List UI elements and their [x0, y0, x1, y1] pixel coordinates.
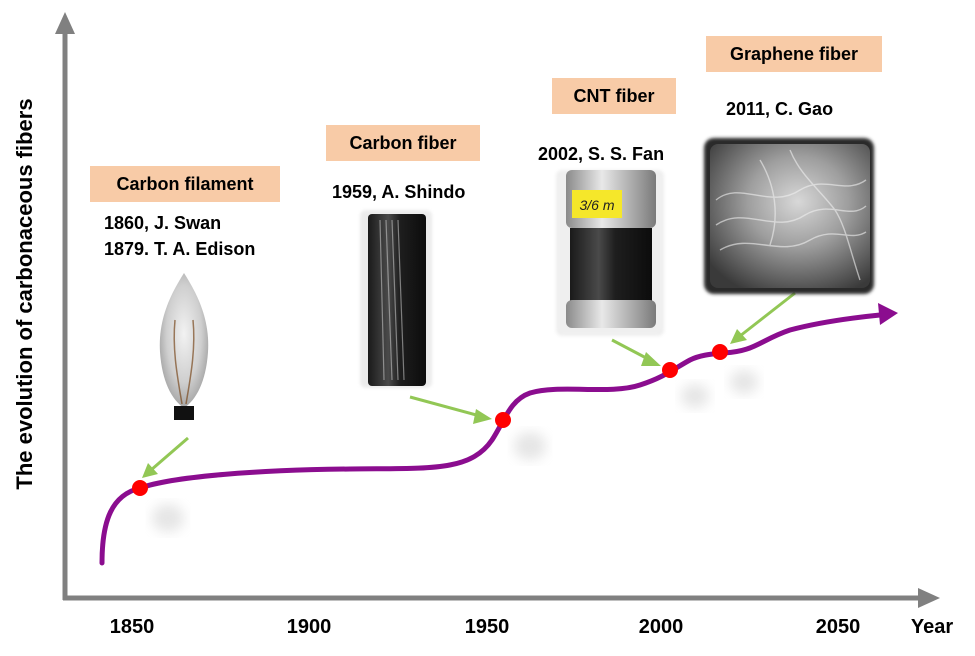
light-bulb-icon: [159, 273, 209, 420]
x-tick-labels: 1850 1900 1950 2000 2050: [110, 616, 861, 638]
arrow-carbon-filament: [142, 436, 189, 478]
graphene-fiber-sem-icon: [704, 138, 874, 294]
x-tick-2050: 2050: [816, 616, 861, 638]
marker-graphene-fiber: [712, 344, 728, 360]
tag-cnt-fiber: CNT fiber: [552, 78, 676, 114]
carbon-fiber-spool-icon: [360, 210, 432, 388]
x-tick-2000: 2000: [639, 616, 684, 638]
tag-carbon-filament: Carbon filament: [90, 166, 280, 202]
x-tick-1850: 1850: [110, 616, 155, 638]
x-axis: [63, 588, 940, 608]
caption-graphene-fiber: 2011, C. Gao: [726, 99, 834, 119]
tag-carbon-fiber: Carbon fiber: [326, 125, 480, 161]
marker-carbon-filament: [132, 480, 148, 496]
marker-cnt-fiber: [662, 362, 678, 378]
tag-graphene-fiber: Graphene fiber: [706, 36, 882, 72]
marker-carbon-fiber: [495, 412, 511, 428]
y-axis-label: The evolution of carbonaceous fibers: [12, 98, 37, 489]
pointer-arrows: [142, 291, 796, 478]
arrow-carbon-fiber: [409, 395, 492, 424]
marker-shadows: [152, 370, 758, 532]
milestone-markers: [132, 344, 728, 496]
x-axis-label: Year: [911, 616, 953, 638]
arrow-cnt-fiber: [611, 338, 661, 366]
cnt-fiber-spool-icon: 3/6 m: [556, 170, 664, 336]
x-tick-1950: 1950: [465, 616, 510, 638]
x-tick-1900: 1900: [287, 616, 332, 638]
caption-cnt-fiber: 2002, S. S. Fan: [538, 144, 665, 164]
cnt-spool-label: 3/6 m: [579, 197, 614, 213]
evolution-curve: [99, 303, 898, 566]
arrow-graphene-fiber: [730, 291, 796, 344]
caption-carbon-filament-2: 1879. T. A. Edison: [104, 239, 256, 259]
caption-carbon-fiber: 1959, A. Shindo: [332, 182, 466, 202]
curve-arrowhead: [878, 303, 898, 325]
y-axis: [55, 12, 75, 600]
caption-carbon-filament-1: 1860, J. Swan: [104, 213, 222, 233]
